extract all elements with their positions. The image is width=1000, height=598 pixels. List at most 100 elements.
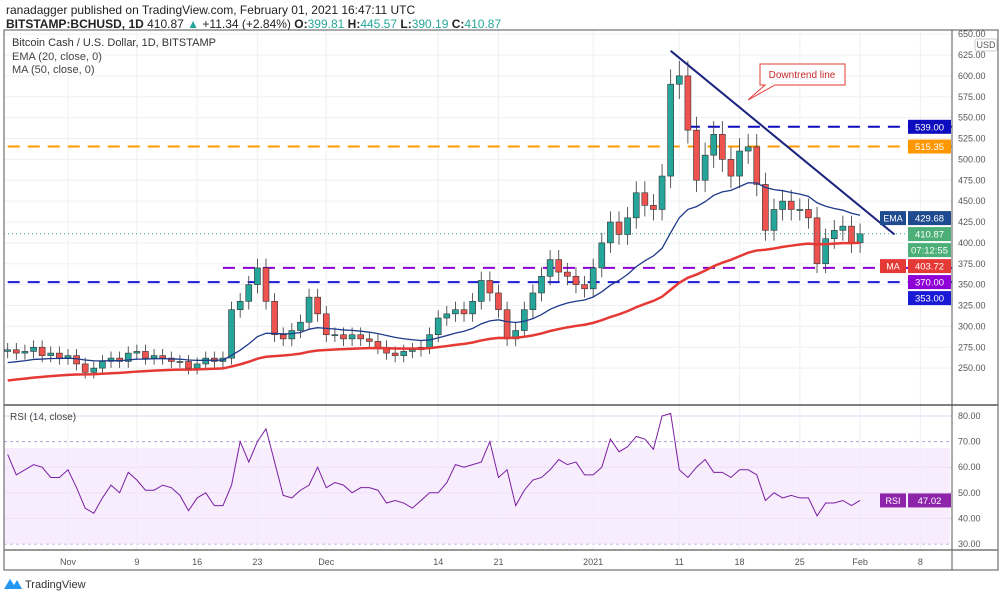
candle-up (658, 175, 666, 210)
level-badge: 370.00 (915, 278, 944, 289)
time-tick: 25 (795, 557, 805, 567)
candle-up (796, 209, 804, 211)
legend-rsi: RSI (14, close) (10, 412, 76, 423)
candle-up (331, 334, 339, 337)
candle-up (426, 334, 433, 348)
time-tick: Dec (318, 557, 335, 567)
candle-down (719, 134, 726, 160)
candle-up (288, 330, 296, 340)
ema-badge-bg (908, 211, 951, 226)
time-tick: 14 (433, 557, 443, 567)
candle-up (477, 280, 485, 302)
candle-up (107, 357, 115, 362)
price-tick: 575.00 (958, 92, 986, 102)
candle-down (271, 301, 278, 336)
level-badge: 353.00 (915, 294, 944, 305)
downtrend-annotation[interactable]: Downtrend line (747, 63, 846, 101)
candle-up (348, 334, 356, 340)
rsi-badge-bg (908, 493, 951, 508)
candle-down (693, 129, 700, 181)
ma-badge: 403.72 (915, 262, 944, 273)
candle-up (736, 150, 743, 177)
symbol: BITSTAMP:BCHUSD, 1D (6, 17, 144, 31)
candle-up (598, 242, 606, 269)
price-tick: 475.00 (958, 175, 986, 185)
close-label: C: (451, 17, 465, 31)
candle-up (236, 301, 244, 310)
price-tick: 450.00 (958, 196, 986, 206)
rsi-tick: 60.00 (958, 462, 981, 472)
candle-down (650, 205, 657, 210)
candle-up (469, 301, 476, 315)
price-tick: 250.00 (958, 363, 986, 373)
level-badge-bg (908, 119, 951, 134)
rsi-tag-bg (880, 493, 906, 508)
time-tick: 21 (493, 557, 503, 567)
symbol-line: BITSTAMP:BCHUSD, 1D 410.87 ▲ +11.34 (+2.… (6, 17, 501, 31)
candle-down (753, 146, 761, 185)
price-tick: 500.00 (958, 154, 986, 164)
level-badge-bg (908, 275, 951, 290)
candle-up (744, 146, 752, 152)
countdown-badge-bg (908, 243, 951, 258)
candle-down (555, 259, 563, 273)
price-tick: 425.00 (958, 217, 986, 227)
rsi-tick: 50.00 (958, 488, 981, 498)
candle-down (167, 357, 175, 362)
candle-up (779, 200, 786, 210)
time-tick: 18 (735, 557, 745, 567)
candle-up (839, 225, 847, 231)
candle-down (495, 292, 502, 310)
annotation-text: Downtrend line (769, 70, 836, 81)
candle-up (176, 361, 184, 363)
candle-down (279, 334, 287, 340)
low-label: L: (400, 17, 412, 31)
currency-label: USD (976, 40, 996, 50)
ema-tag: EMA (883, 214, 903, 224)
close-value: 410.87 (464, 17, 502, 31)
ma-badge-bg (908, 259, 951, 274)
up-arrow-icon: ▲ (187, 17, 200, 31)
candle-down (762, 184, 769, 231)
candle-up (624, 217, 631, 235)
time-tick: 9 (134, 557, 139, 567)
candle-down (503, 309, 511, 340)
rsi-tick: 80.00 (958, 411, 981, 421)
candle-down (848, 225, 855, 244)
ema-line (7, 182, 861, 364)
candle-up (822, 238, 829, 265)
candle-up (297, 321, 304, 331)
time-tick: 23 (252, 557, 262, 567)
price-tick: 350.00 (958, 280, 986, 290)
price-tick: 300.00 (958, 321, 986, 331)
candle-down (340, 334, 347, 340)
price-tick: 375.00 (958, 259, 986, 269)
last-price-badge-bg (908, 227, 951, 242)
candle-down (38, 346, 46, 356)
countdown-badge: 07:12:55 (911, 246, 948, 257)
price-tick: 325.00 (958, 301, 986, 311)
price-tick: 525.00 (958, 134, 986, 144)
price-tick: 600.00 (958, 71, 986, 81)
currency-box (974, 38, 998, 52)
high-label: H: (347, 17, 361, 31)
price-tick: 625.00 (958, 50, 986, 60)
level-badge-bg (908, 291, 951, 306)
chart-frame (3, 29, 999, 571)
tradingview-logo[interactable]: TradingView (4, 579, 86, 591)
candle-up (546, 259, 554, 277)
change: +11.34 (+2.84%) (202, 17, 291, 31)
candle-down (460, 309, 468, 315)
price-tick: 650.00 (958, 29, 986, 39)
candle-up (538, 275, 545, 294)
candle-up (443, 313, 451, 319)
time-tick: Nov (60, 557, 77, 567)
candle-up (30, 346, 37, 352)
candle-up (632, 192, 640, 219)
downtrend-line (670, 50, 896, 236)
level-badge: 515.35 (915, 142, 944, 153)
candle-up (830, 230, 838, 240)
candle-up (589, 267, 597, 290)
candle-up (21, 351, 29, 354)
